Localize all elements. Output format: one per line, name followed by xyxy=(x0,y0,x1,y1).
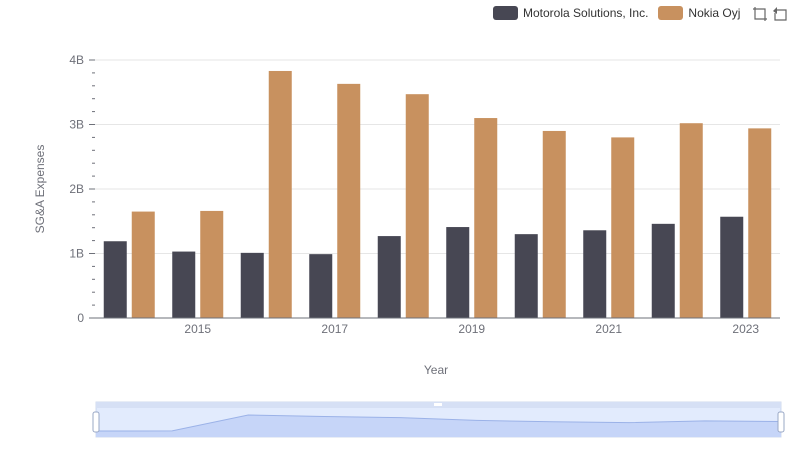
zoom-icon[interactable] xyxy=(752,6,768,22)
bar-motorola-2014[interactable] xyxy=(103,241,127,318)
bar-nokia-2019[interactable] xyxy=(474,118,498,318)
bar-motorola-2018[interactable] xyxy=(377,236,401,318)
bar-nokia-2021[interactable] xyxy=(611,137,635,318)
zoom-selection[interactable] xyxy=(96,408,781,437)
bar-nokia-2014[interactable] xyxy=(131,211,155,318)
bar-motorola-2016[interactable] xyxy=(240,252,264,318)
y-axis-ticks: 0 1B 2B 3B 4B xyxy=(69,53,95,325)
bar-nokia-2016[interactable] xyxy=(268,70,292,318)
y-tick-label: 4B xyxy=(69,53,84,67)
bar-motorola-2020[interactable] xyxy=(514,234,538,318)
zoom-preview-line xyxy=(95,414,782,432)
x-tick-label: 2019 xyxy=(458,322,485,336)
bar-nokia-2023[interactable] xyxy=(748,128,772,318)
bar-motorola-2022[interactable] xyxy=(651,223,675,318)
bar-motorola-2023[interactable] xyxy=(720,216,744,318)
bar-nokia-2015[interactable] xyxy=(200,210,224,318)
bars xyxy=(103,70,772,319)
legend-item-motorola[interactable]: Motorola Solutions, Inc. xyxy=(493,6,648,20)
bar-motorola-2015[interactable] xyxy=(172,251,196,318)
restore-icon[interactable] xyxy=(772,6,788,22)
y-axis-label: SG&A Expenses xyxy=(33,145,47,234)
legend-swatch-motorola xyxy=(493,6,518,20)
bar-nokia-2018[interactable] xyxy=(405,94,429,318)
toolbox xyxy=(748,6,788,22)
bar-nokia-2022[interactable] xyxy=(679,123,703,319)
x-axis: 2015 2017 2019 2021 2023 xyxy=(95,317,780,336)
y-tick-label: 0 xyxy=(77,311,84,325)
data-zoom-slider[interactable] xyxy=(92,401,785,438)
zoom-handle-right[interactable] xyxy=(777,411,785,433)
bar-nokia-2017[interactable] xyxy=(337,83,361,319)
zoom-preview-area xyxy=(96,415,781,437)
legend-label-nokia: Nokia Oyj xyxy=(688,6,741,20)
grid-lines xyxy=(95,59,780,254)
x-tick-label: 2015 xyxy=(184,322,211,336)
bar-nokia-2020[interactable] xyxy=(542,130,566,318)
bar-motorola-2019[interactable] xyxy=(446,227,470,318)
y-tick-label: 1B xyxy=(69,247,84,261)
x-tick-label: 2021 xyxy=(595,322,622,336)
x-tick-label: 2017 xyxy=(321,322,348,336)
zoom-handle-left[interactable] xyxy=(92,411,100,433)
x-axis-label: Year xyxy=(424,363,448,377)
x-tick-label: 2023 xyxy=(732,322,759,336)
y-tick-label: 3B xyxy=(69,118,84,132)
legend: Motorola Solutions, Inc. Nokia Oyj xyxy=(493,4,750,22)
y-tick-label: 2B xyxy=(69,182,84,196)
zoom-drag-grip[interactable] xyxy=(434,403,442,406)
bar-motorola-2017[interactable] xyxy=(309,254,333,318)
legend-swatch-nokia xyxy=(658,6,684,20)
legend-label-motorola: Motorola Solutions, Inc. xyxy=(523,6,649,20)
legend-item-nokia[interactable]: Nokia Oyj xyxy=(658,6,740,20)
bar-motorola-2021[interactable] xyxy=(583,230,607,318)
